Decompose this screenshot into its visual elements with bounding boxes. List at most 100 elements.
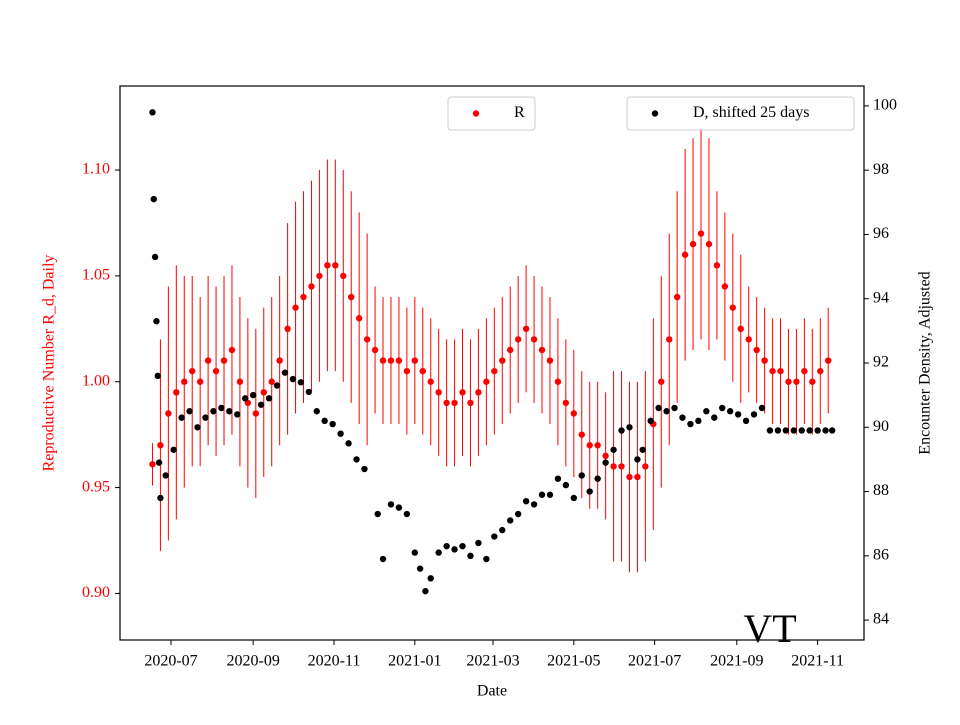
point — [507, 346, 514, 354]
point — [228, 346, 236, 354]
point — [774, 427, 782, 434]
point — [814, 427, 821, 434]
point — [395, 357, 403, 364]
point — [554, 475, 562, 482]
y-axis-label: Reproductive Number R_d, Daily — [41, 255, 58, 472]
point — [443, 399, 450, 407]
point — [538, 346, 546, 354]
point — [703, 408, 710, 415]
point — [387, 501, 395, 508]
point — [610, 463, 617, 470]
legend-marker — [651, 110, 659, 117]
point — [695, 417, 702, 425]
y-tick-label: 1.05 — [82, 267, 110, 284]
point — [212, 367, 220, 375]
point — [618, 427, 625, 434]
point — [236, 378, 244, 385]
point — [681, 251, 689, 258]
point — [361, 465, 368, 473]
point — [387, 357, 395, 364]
point — [305, 388, 313, 396]
point — [170, 446, 177, 453]
point — [719, 404, 726, 412]
point — [403, 510, 411, 518]
point — [642, 463, 649, 470]
x-tick-label: 2021-03 — [466, 653, 519, 670]
point — [289, 375, 297, 383]
legend-marker — [472, 110, 480, 117]
point — [435, 549, 442, 556]
point — [673, 293, 681, 301]
point — [750, 411, 758, 418]
point — [793, 378, 800, 385]
point — [395, 504, 403, 511]
point — [451, 399, 458, 407]
x-tick-label: 2020-11 — [308, 653, 361, 670]
point — [340, 272, 347, 280]
point — [689, 240, 697, 248]
x-axis-label: Date — [477, 683, 507, 700]
point — [353, 456, 360, 463]
point — [292, 304, 299, 311]
point — [522, 497, 530, 505]
y-tick-label: 1.00 — [82, 372, 110, 389]
point — [297, 379, 305, 386]
point — [374, 510, 381, 518]
point — [210, 408, 217, 415]
point — [181, 378, 188, 385]
x-tick-label: 2020-07 — [144, 653, 197, 670]
point — [155, 459, 163, 466]
point — [427, 378, 434, 385]
point — [817, 367, 824, 375]
point — [530, 501, 538, 508]
point — [825, 357, 832, 364]
point — [157, 494, 164, 502]
point — [713, 262, 721, 269]
point — [822, 427, 829, 434]
point — [578, 431, 585, 438]
point — [634, 456, 641, 463]
point — [729, 304, 737, 311]
point — [411, 357, 419, 364]
x-tick-label: 2021-01 — [388, 653, 441, 670]
point — [726, 408, 734, 415]
point — [162, 472, 169, 479]
point — [663, 408, 670, 415]
point — [721, 283, 729, 290]
point — [252, 410, 260, 417]
point — [562, 399, 570, 407]
point — [546, 491, 554, 498]
point — [265, 395, 273, 402]
point — [491, 367, 498, 375]
point — [308, 283, 315, 290]
point — [777, 367, 784, 375]
point — [329, 420, 336, 428]
point — [273, 382, 281, 389]
point — [769, 367, 776, 375]
point — [316, 272, 323, 280]
point — [639, 446, 646, 453]
point — [371, 346, 379, 354]
point — [828, 427, 836, 434]
point — [300, 293, 307, 301]
point — [202, 414, 209, 421]
point — [697, 230, 705, 237]
point — [268, 378, 275, 385]
point — [785, 378, 792, 385]
point — [332, 262, 339, 269]
point — [734, 411, 742, 418]
point — [658, 378, 665, 385]
annotation: VT — [743, 606, 796, 651]
point — [467, 399, 474, 407]
legend-label: D, shifted 25 days — [693, 104, 809, 121]
y2-tick-label: 96 — [873, 225, 889, 242]
point — [153, 318, 160, 325]
point — [355, 315, 363, 322]
point — [363, 336, 371, 343]
y-tick-label: 0.95 — [82, 478, 110, 495]
point — [594, 442, 601, 449]
point — [379, 357, 387, 364]
point — [666, 336, 673, 343]
point — [149, 109, 156, 116]
point — [562, 481, 570, 489]
